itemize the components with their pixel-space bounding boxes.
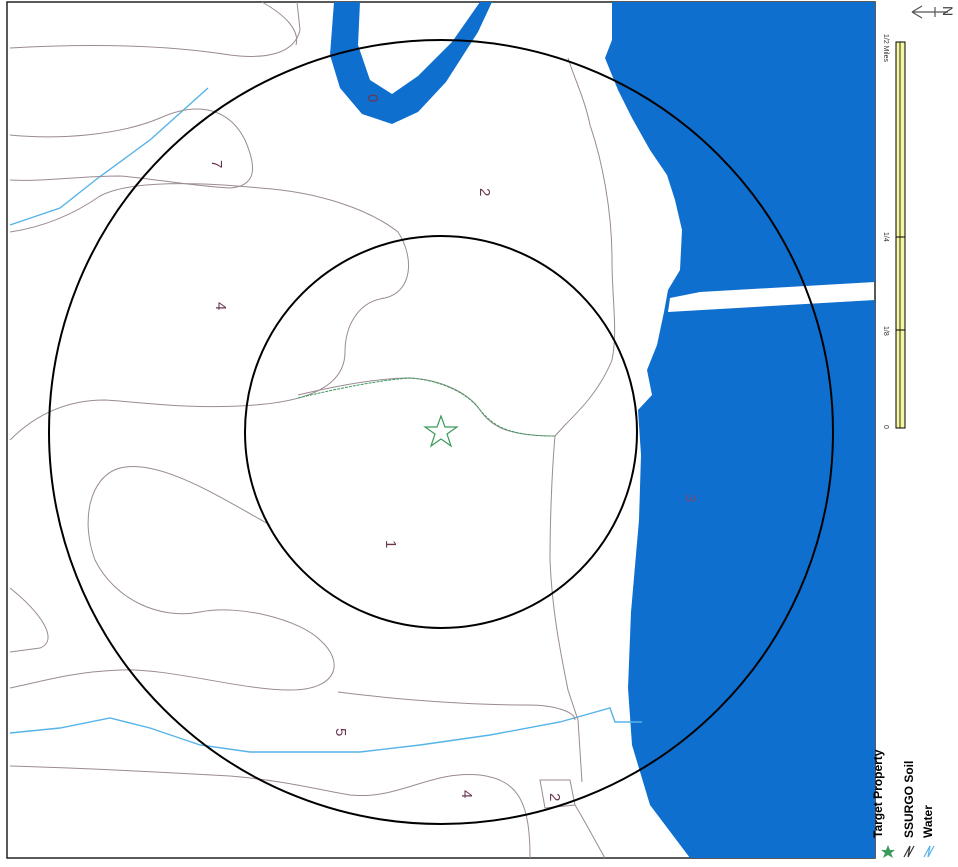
- soil-line: [9, 1, 301, 57]
- scale-label-eighth: 1/8: [882, 326, 889, 336]
- soil-unit-label: 1: [382, 540, 399, 548]
- legend-soil-label: SSURGO Soil: [902, 761, 916, 838]
- soil-line: [549, 435, 583, 783]
- buffer-ring-outer: [48, 39, 834, 825]
- north-label: N: [940, 6, 956, 16]
- soil-boundaries: [9, 1, 616, 859]
- scale-bar: 0 1/8 1/4 1/2 Miles: [882, 34, 906, 429]
- soil-unit-label: 7: [208, 160, 225, 168]
- scale-label-half: 1/2 Miles: [882, 34, 889, 63]
- soil-line: [574, 804, 606, 859]
- soil-unit-label: 2: [546, 793, 563, 801]
- soil-unit-label: 3: [682, 494, 699, 502]
- water-lines: [9, 87, 642, 753]
- legend: Target Property SSURGO Soil Water: [871, 749, 935, 858]
- soil-unit-label: 2: [476, 188, 493, 196]
- soil-line: [9, 587, 49, 653]
- soil-line: [9, 183, 410, 441]
- soil-unit-label: 5: [332, 728, 349, 736]
- north-arrow-icon: N: [911, 5, 956, 19]
- water-line-sw: [9, 707, 642, 753]
- polyline-icon: [903, 845, 915, 858]
- buffer-ring-inner: [244, 235, 638, 629]
- soil-unit-label: 0: [364, 94, 381, 102]
- soil-unit-label: 4: [212, 302, 229, 310]
- soil-unit-label: 4: [458, 790, 475, 798]
- star-icon: [881, 845, 895, 858]
- soil-line: [9, 765, 531, 859]
- soil-line: [554, 57, 616, 437]
- legend-water-label: Water: [921, 805, 935, 838]
- soil-unit-labels: 0 7 2 4 1 3 5 4 2: [208, 94, 699, 801]
- scale-bar-segment: [895, 41, 906, 238]
- water-body-river: [605, 2, 875, 858]
- legend-target-label: Target Property: [871, 749, 885, 838]
- scale-bar-segment: [895, 329, 906, 429]
- scale-label-zero: 0: [882, 425, 889, 429]
- scale-bar-segment: [895, 236, 906, 331]
- water-body-inlet: [330, 2, 492, 124]
- soil-line: [337, 691, 576, 721]
- target-property-boundary: [297, 377, 556, 437]
- scale-label-quarter: 1/4: [882, 232, 889, 242]
- soil-line: [297, 377, 556, 437]
- polyline-icon: [923, 845, 935, 858]
- soil-line: [9, 466, 335, 691]
- target-property-star: [423, 414, 459, 448]
- water-line-nw: [9, 87, 209, 226]
- soil-line: [9, 108, 253, 189]
- soil-line: [261, 1, 298, 46]
